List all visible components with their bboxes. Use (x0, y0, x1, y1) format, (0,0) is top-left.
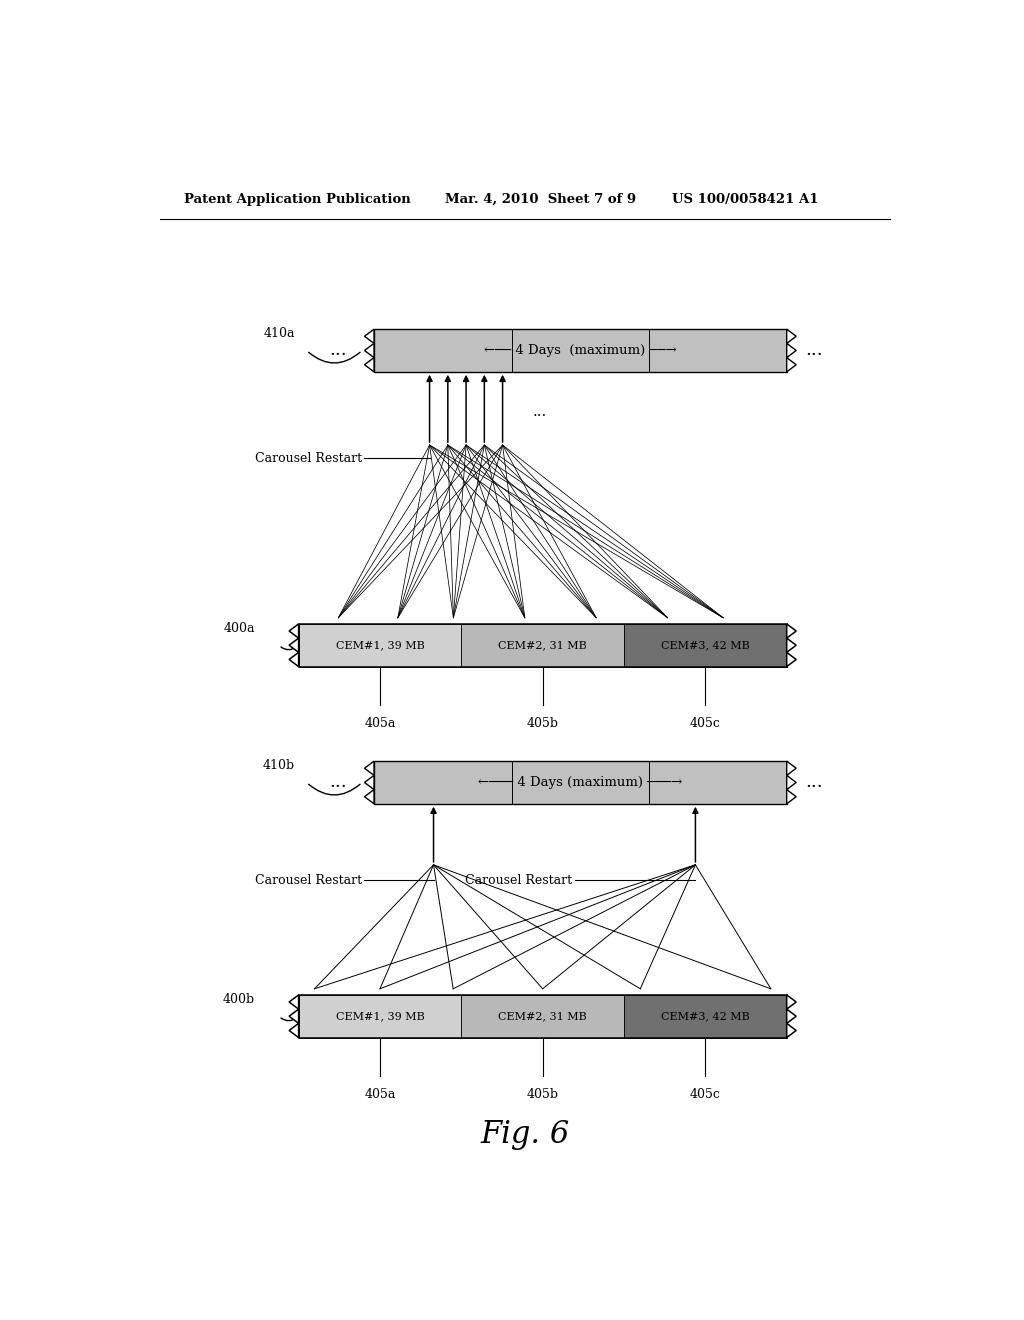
Text: 405b: 405b (526, 1089, 559, 1101)
Text: ←── 4 Days  (maximum) ──→: ←── 4 Days (maximum) ──→ (484, 345, 677, 356)
Text: US 100/0058421 A1: US 100/0058421 A1 (672, 193, 818, 206)
Polygon shape (786, 995, 797, 1008)
Text: 405a: 405a (365, 1089, 395, 1101)
Text: Mar. 4, 2010  Sheet 7 of 9: Mar. 4, 2010 Sheet 7 of 9 (445, 193, 637, 206)
Text: ←─── 4 Days (maximum) ───→: ←─── 4 Days (maximum) ───→ (478, 776, 683, 789)
Text: ...: ... (532, 405, 547, 420)
Text: Carousel Restart: Carousel Restart (255, 874, 362, 887)
Polygon shape (786, 775, 797, 789)
Polygon shape (786, 358, 797, 372)
Polygon shape (786, 652, 797, 667)
Polygon shape (786, 343, 797, 358)
Bar (299, 624, 786, 667)
Text: CEM#1, 39 MB: CEM#1, 39 MB (336, 640, 424, 651)
Polygon shape (365, 343, 374, 358)
Polygon shape (786, 1008, 797, 1023)
Polygon shape (786, 624, 797, 638)
Text: 410a: 410a (263, 327, 295, 341)
Text: ...: ... (806, 342, 823, 359)
Bar (461, 624, 624, 667)
Text: ...: ... (330, 342, 347, 359)
Polygon shape (786, 762, 797, 775)
Text: Carousel Restart: Carousel Restart (255, 451, 362, 465)
Polygon shape (365, 329, 374, 343)
Bar (624, 624, 786, 667)
Text: CEM#2, 31 MB: CEM#2, 31 MB (499, 1011, 587, 1022)
Text: Patent Application Publication: Patent Application Publication (183, 193, 411, 206)
Bar (374, 762, 786, 804)
Polygon shape (786, 638, 797, 652)
Text: CEM#1, 39 MB: CEM#1, 39 MB (336, 1011, 424, 1022)
Polygon shape (365, 762, 374, 775)
Bar (299, 624, 461, 667)
Polygon shape (289, 624, 299, 638)
Text: ...: ... (330, 774, 347, 792)
Text: 410b: 410b (262, 759, 295, 772)
Polygon shape (365, 789, 374, 804)
Polygon shape (289, 1008, 299, 1023)
Text: 405a: 405a (365, 718, 395, 730)
Text: 405b: 405b (526, 718, 559, 730)
Text: 405c: 405c (690, 718, 721, 730)
Polygon shape (786, 1023, 797, 1038)
Text: CEM#3, 42 MB: CEM#3, 42 MB (660, 1011, 750, 1022)
Polygon shape (289, 1023, 299, 1038)
Text: 405c: 405c (690, 1089, 721, 1101)
Text: 400a: 400a (223, 622, 255, 635)
Bar (374, 329, 786, 372)
Polygon shape (365, 358, 374, 372)
Bar (461, 995, 624, 1038)
Polygon shape (365, 775, 374, 789)
Bar (624, 995, 786, 1038)
Text: Fig. 6: Fig. 6 (480, 1118, 569, 1150)
Text: 400b: 400b (223, 993, 255, 1006)
Polygon shape (786, 329, 797, 343)
Text: CEM#2, 31 MB: CEM#2, 31 MB (499, 640, 587, 651)
Polygon shape (289, 638, 299, 652)
Polygon shape (289, 995, 299, 1008)
Text: ...: ... (806, 774, 823, 792)
Bar (299, 995, 786, 1038)
Bar (299, 995, 461, 1038)
Text: CEM#3, 42 MB: CEM#3, 42 MB (660, 640, 750, 651)
Text: Carousel Restart: Carousel Restart (465, 874, 572, 887)
Polygon shape (289, 652, 299, 667)
Polygon shape (786, 789, 797, 804)
